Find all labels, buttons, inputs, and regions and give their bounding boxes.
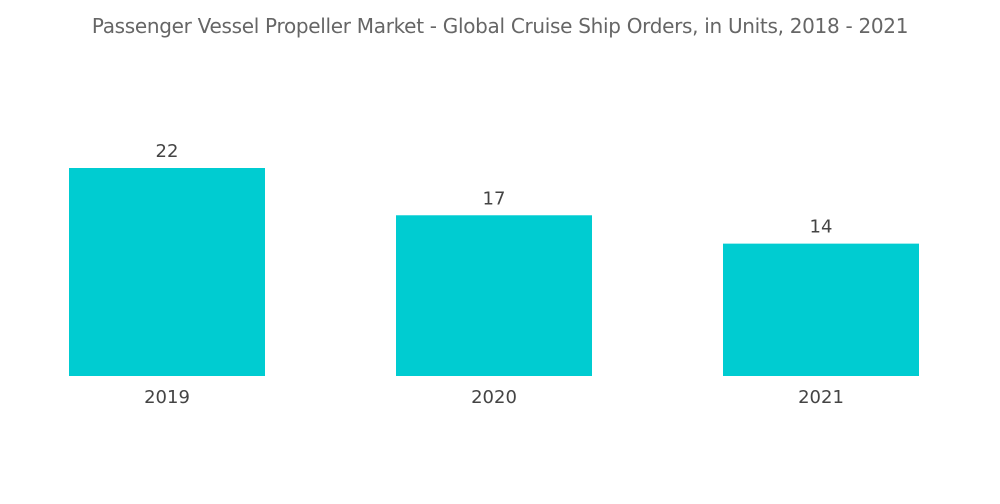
data-label-2020: 17 bbox=[483, 188, 506, 209]
bar-2020 bbox=[396, 215, 592, 376]
bar-2021 bbox=[723, 243, 919, 376]
x-tick-label-2020: 2020 bbox=[471, 387, 517, 408]
data-label-2021: 14 bbox=[810, 217, 833, 238]
data-label-2019: 22 bbox=[156, 141, 179, 162]
x-tick-label-2021: 2021 bbox=[798, 387, 844, 408]
x-tick-label-2019: 2019 bbox=[144, 387, 190, 408]
chart-title: Passenger Vessel Propeller Market - Glob… bbox=[91, 14, 909, 38]
bar-2019 bbox=[69, 168, 265, 376]
